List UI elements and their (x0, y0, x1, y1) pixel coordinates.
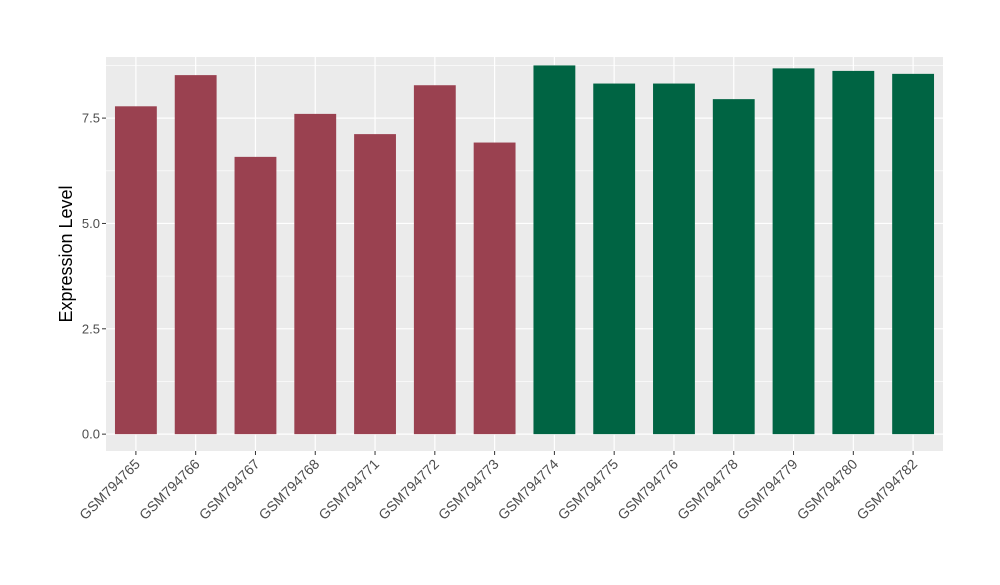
x-tick-label: GSM794771 (315, 456, 382, 523)
bar-GSM794773 (473, 142, 516, 435)
bar-GSM794780 (832, 70, 875, 435)
x-tick-label: GSM794779 (734, 456, 801, 523)
plot-panel (106, 57, 943, 451)
x-tick-label: GSM794776 (614, 456, 681, 523)
x-tick-label: GSM794774 (495, 456, 562, 523)
y-tick-label: 5.0 (82, 216, 100, 231)
bar-GSM794775 (593, 83, 636, 435)
x-tick-label: GSM794775 (554, 456, 621, 523)
bar-GSM794767 (234, 156, 277, 435)
bar-GSM794771 (354, 134, 396, 435)
bar-GSM794782 (892, 73, 935, 435)
bar-GSM794779 (772, 68, 815, 435)
y-axis-title: Expression Level (56, 185, 76, 322)
bar-GSM794766 (174, 75, 217, 435)
bar-GSM794768 (294, 113, 337, 435)
x-axis: GSM794765GSM794766GSM794767GSM794768GSM7… (76, 451, 920, 523)
bar-GSM794765 (114, 106, 157, 435)
y-tick-label: 2.5 (82, 321, 100, 336)
x-tick-label: GSM794765 (76, 456, 143, 523)
x-tick-label: GSM794768 (255, 456, 322, 523)
bar-GSM794778 (712, 99, 755, 435)
bar-GSM794774 (533, 65, 576, 435)
bars (114, 65, 935, 435)
x-tick-label: GSM794778 (674, 456, 741, 523)
x-tick-label: GSM794766 (136, 456, 203, 523)
y-tick-label: 7.5 (82, 111, 100, 126)
x-tick-label: GSM794782 (853, 456, 920, 523)
y-tick-label: 0.0 (82, 427, 100, 442)
bar-GSM794776 (653, 83, 695, 435)
x-tick-label: GSM794780 (794, 456, 861, 523)
x-tick-label: GSM794773 (435, 456, 502, 523)
y-axis: 0.0 2.5 5.0 7.5 (82, 111, 106, 442)
x-tick-label: GSM794772 (375, 456, 442, 523)
x-tick-label: GSM794767 (196, 456, 263, 523)
bar-GSM794772 (413, 85, 456, 435)
